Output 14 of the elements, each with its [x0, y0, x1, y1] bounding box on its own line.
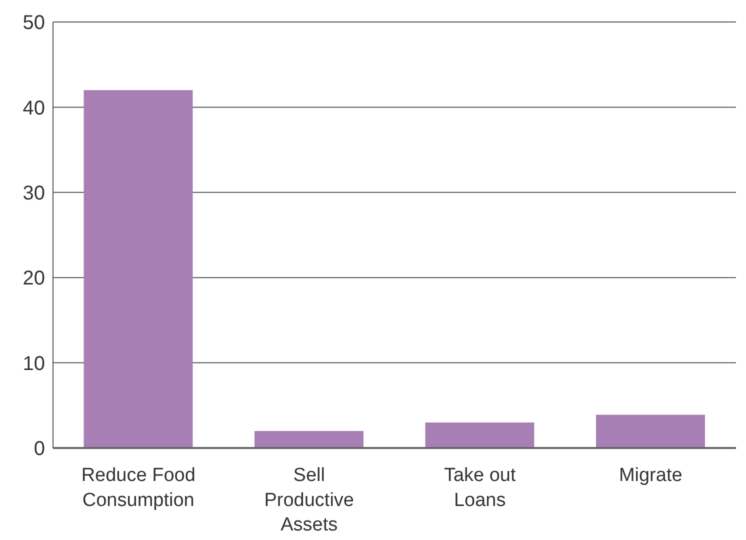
bar [84, 90, 193, 448]
bar [596, 414, 705, 448]
y-tick-label: 0 [34, 438, 45, 460]
y-tick-label: 20 [22, 268, 45, 290]
bar [254, 430, 364, 448]
x-tick-label: Migrate [618, 465, 682, 486]
x-tick-label: Reduce Food Consumption [81, 465, 196, 511]
y-tick-label: 10 [22, 352, 45, 375]
x-tick-label: Sell Productive Assets [264, 465, 354, 536]
bar [425, 422, 534, 448]
y-tick-label: 40 [22, 97, 45, 120]
y-tick-label: 50 [22, 12, 45, 34]
x-tick-label: Take out Loans [444, 465, 517, 511]
y-tick-label: 30 [22, 182, 45, 204]
